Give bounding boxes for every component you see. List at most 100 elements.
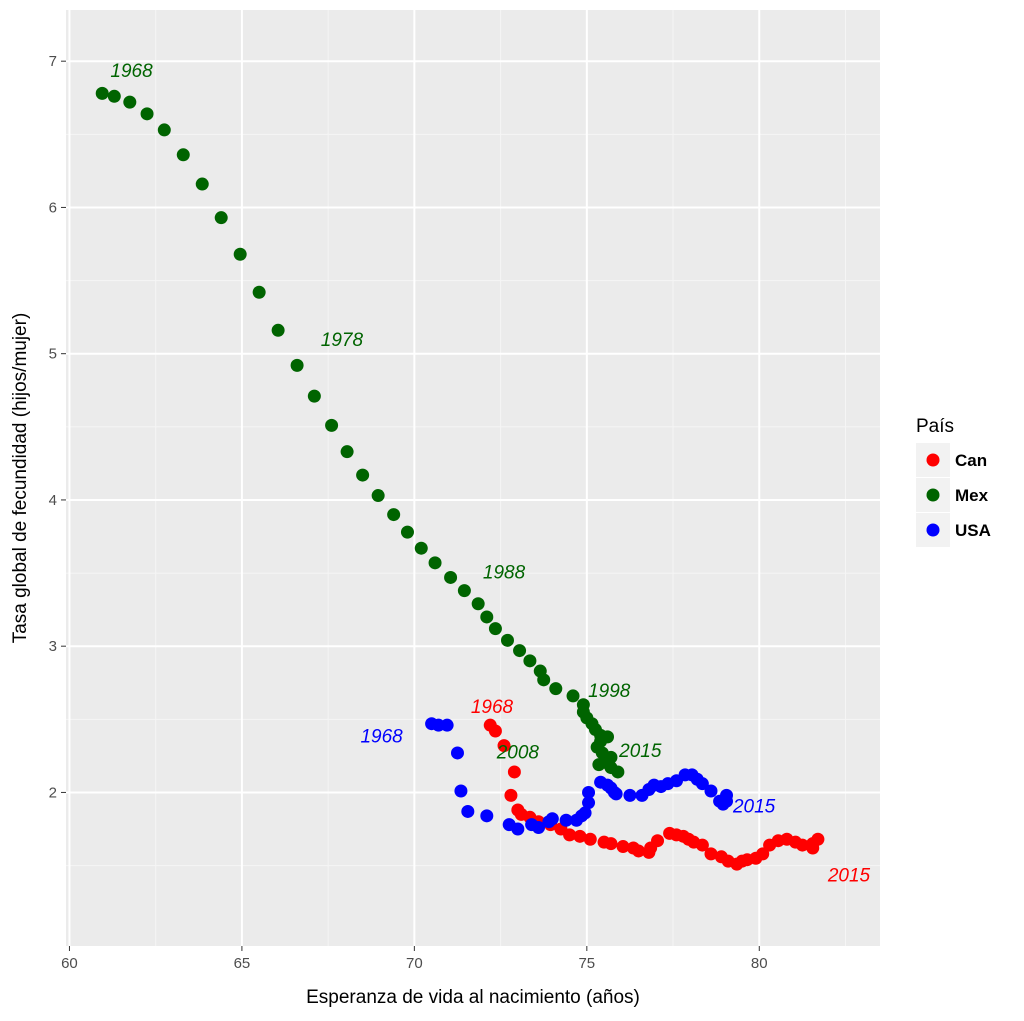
legend: País Can Mex USA <box>916 416 991 547</box>
can-year-label: 2015 <box>827 865 871 886</box>
mex-point <box>233 247 247 261</box>
can-point <box>756 847 770 861</box>
mex-point <box>488 622 502 636</box>
usa-point <box>545 812 559 826</box>
mex-year-label: 2008 <box>496 742 540 763</box>
mex-point <box>500 633 514 647</box>
mex-point <box>537 673 551 687</box>
mex-year-label: 1978 <box>321 330 364 351</box>
usa-point <box>695 777 709 791</box>
y-tick-labels: 2 3 4 5 6 7 <box>49 53 57 801</box>
x-tick-label: 70 <box>406 955 423 972</box>
legend-label-usa: USA <box>955 521 991 540</box>
mex-point <box>414 541 428 555</box>
usa-point <box>440 718 454 732</box>
x-tick-label: 75 <box>578 955 595 972</box>
can-point <box>632 844 646 858</box>
mex-year-label: 1968 <box>110 61 153 82</box>
mex-point <box>107 89 121 103</box>
can-point <box>488 724 502 738</box>
mex-point <box>513 644 527 658</box>
can-point <box>583 832 597 846</box>
mex-point <box>271 323 285 337</box>
usa-point <box>609 787 623 801</box>
legend-label-can: Can <box>955 451 987 470</box>
usa-point <box>582 796 596 810</box>
mex-year-label: 2015 <box>618 741 662 762</box>
can-point <box>604 837 618 851</box>
y-tick-label: 4 <box>49 492 57 509</box>
mex-point <box>123 95 137 109</box>
mex-point <box>252 285 266 299</box>
usa-point <box>578 806 592 820</box>
y-tick-label: 2 <box>49 784 57 801</box>
can-point <box>806 837 820 851</box>
can-point <box>573 829 587 843</box>
can-point <box>507 765 521 779</box>
mex-point <box>480 610 494 624</box>
mex-point <box>195 177 209 191</box>
mex-point <box>523 654 537 668</box>
usa-point <box>511 822 525 836</box>
x-tick-label: 65 <box>234 955 251 972</box>
can-year-label: 1968 <box>471 697 514 718</box>
usa-point <box>450 746 464 760</box>
mex-point <box>95 86 109 100</box>
x-tick-label: 80 <box>751 955 768 972</box>
can-point <box>795 838 809 852</box>
can-point <box>563 828 577 842</box>
mex-point <box>340 445 354 459</box>
x-tick-labels: 60 65 70 75 80 <box>61 955 768 972</box>
mex-point <box>566 689 580 703</box>
legend-title: País <box>916 416 954 437</box>
can-point <box>497 739 511 753</box>
mex-point <box>157 123 171 137</box>
mex-point <box>325 418 339 432</box>
legend-entries: Can Mex USA <box>916 443 991 547</box>
can-point <box>695 838 709 852</box>
usa-point <box>461 804 475 818</box>
y-axis-title: Tasa global de fecundidad (hijos/mujer) <box>10 313 31 644</box>
usa-point <box>720 788 734 802</box>
mex-point <box>356 468 370 482</box>
mex-point <box>387 508 401 522</box>
y-tick-label: 6 <box>49 199 57 216</box>
usa-point <box>582 785 596 799</box>
legend-label-mex: Mex <box>955 486 989 505</box>
can-point <box>504 788 518 802</box>
mex-point <box>140 107 154 121</box>
mex-point <box>290 358 304 372</box>
mex-point <box>471 597 485 611</box>
legend-key-can <box>926 453 940 467</box>
grid-major <box>66 10 880 946</box>
usa-point <box>454 784 468 798</box>
legend-key-mex <box>926 488 940 502</box>
legend-key-usa <box>926 523 940 537</box>
x-tick-label: 60 <box>61 955 78 972</box>
mex-point <box>214 211 228 225</box>
mex-point <box>371 489 385 503</box>
mex-point <box>400 525 414 539</box>
plot-panel <box>66 10 880 946</box>
mex-point <box>611 765 625 779</box>
mex-point <box>428 556 442 570</box>
axis-ticks <box>61 60 760 951</box>
usa-year-label: 2015 <box>732 797 776 818</box>
x-axis-title: Esperanza de vida al nacimiento (años) <box>306 987 640 1008</box>
usa-point <box>623 788 637 802</box>
mex-point <box>307 389 321 403</box>
mex-point <box>592 758 606 772</box>
y-tick-label: 3 <box>49 638 57 655</box>
mex-point <box>444 570 458 584</box>
mex-point <box>457 584 471 598</box>
mex-point <box>549 682 563 696</box>
y-tick-label: 5 <box>49 346 57 363</box>
can-point <box>616 840 630 854</box>
points-layer <box>95 86 825 871</box>
usa-point <box>559 813 573 827</box>
usa-point <box>480 809 494 823</box>
can-point <box>704 847 718 861</box>
grid-minor <box>66 10 880 946</box>
can-point <box>651 834 665 848</box>
